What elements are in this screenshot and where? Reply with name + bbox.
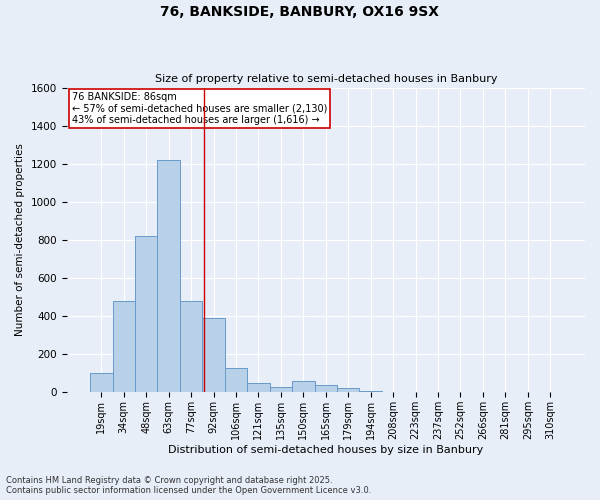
Text: 76 BANKSIDE: 86sqm
← 57% of semi-detached houses are smaller (2,130)
43% of semi: 76 BANKSIDE: 86sqm ← 57% of semi-detache…: [72, 92, 327, 126]
Text: Contains HM Land Registry data © Crown copyright and database right 2025.
Contai: Contains HM Land Registry data © Crown c…: [6, 476, 371, 495]
Bar: [269, 386, 292, 392]
Bar: [247, 383, 269, 392]
Bar: [157, 160, 180, 392]
Y-axis label: Number of semi-detached properties: Number of semi-detached properties: [15, 144, 25, 336]
Text: 76, BANKSIDE, BANBURY, OX16 9SX: 76, BANKSIDE, BANBURY, OX16 9SX: [161, 5, 439, 19]
X-axis label: Distribution of semi-detached houses by size in Banbury: Distribution of semi-detached houses by …: [168, 445, 484, 455]
Bar: [135, 236, 157, 392]
Title: Size of property relative to semi-detached houses in Banbury: Size of property relative to semi-detach…: [155, 74, 497, 84]
Bar: [337, 388, 359, 392]
Bar: [314, 384, 337, 392]
Bar: [202, 318, 225, 392]
Bar: [180, 301, 202, 392]
Bar: [113, 301, 135, 392]
Bar: [90, 374, 113, 392]
Bar: [292, 381, 314, 392]
Bar: [225, 368, 247, 392]
